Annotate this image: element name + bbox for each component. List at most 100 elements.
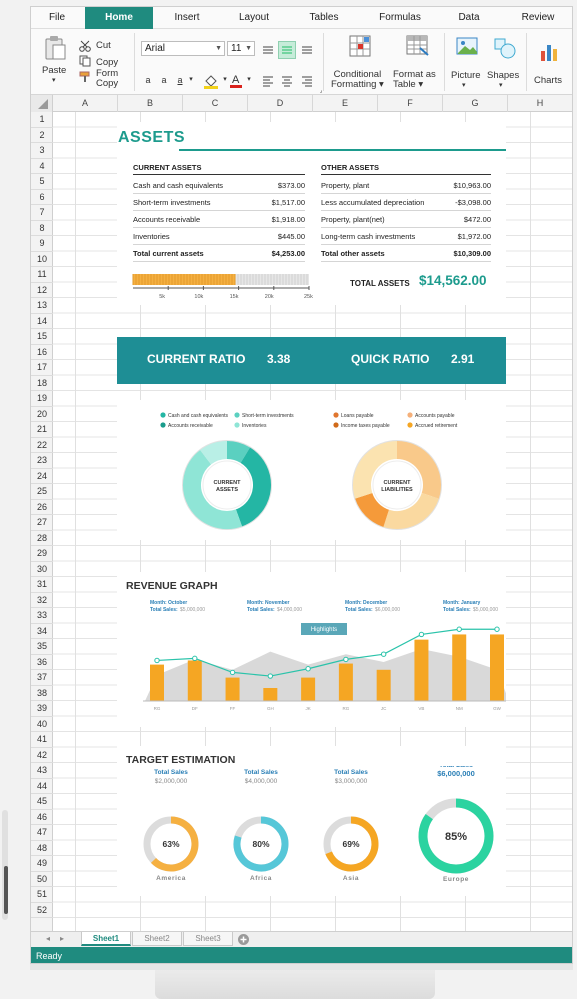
column-header-g[interactable]: G xyxy=(443,95,508,112)
align-right-icon[interactable] xyxy=(300,74,314,93)
row-header[interactable]: 12 xyxy=(31,283,53,298)
align-center-icon[interactable] xyxy=(280,74,294,93)
row-header[interactable]: 14 xyxy=(31,314,53,329)
row-header[interactable]: 47 xyxy=(31,825,53,841)
format-copy-button[interactable]: Form Copy xyxy=(96,69,118,89)
column-header-c[interactable]: C xyxy=(183,95,248,112)
row-header[interactable]: 41 xyxy=(31,732,53,748)
chevron-down-icon[interactable]: ▾ xyxy=(223,76,227,83)
row-header[interactable]: 37 xyxy=(31,670,53,686)
row-header[interactable]: 13 xyxy=(31,298,53,314)
row-header[interactable]: 9 xyxy=(31,236,53,252)
row-header[interactable]: 36 xyxy=(31,655,53,670)
conditional-formatting-button[interactable]: Conditional Formatting ▾ xyxy=(331,69,384,90)
row-header[interactable]: 27 xyxy=(31,515,53,531)
charts-icon[interactable] xyxy=(539,41,561,68)
row-header[interactable]: 49 xyxy=(31,856,53,872)
row-header[interactable]: 43 xyxy=(31,763,53,779)
format-as-table-button[interactable]: Format as Table ▾ xyxy=(393,69,436,90)
table-row[interactable]: Inventories $445.00 xyxy=(133,228,305,245)
tab-tables[interactable]: Tables xyxy=(309,12,339,23)
paste-button[interactable]: Paste xyxy=(42,65,67,76)
font-size-select[interactable]: 11 ▼ xyxy=(227,41,255,56)
format-painter-icon[interactable] xyxy=(79,70,91,88)
row-header[interactable]: 51 xyxy=(31,887,53,903)
copy-button[interactable]: Copy xyxy=(96,57,119,68)
align-left-icon[interactable] xyxy=(261,74,275,93)
sheet-tab-3[interactable]: Sheet3 xyxy=(183,932,233,946)
row-header[interactable]: 46 xyxy=(31,810,53,825)
row-header[interactable]: 5 xyxy=(31,174,53,190)
paste-dropdown-icon[interactable]: ▾ xyxy=(52,77,56,84)
cut-button[interactable]: Cut xyxy=(96,40,111,51)
row-header[interactable]: 16 xyxy=(31,345,53,360)
row-header[interactable]: 24 xyxy=(31,469,53,484)
row-header[interactable]: 42 xyxy=(31,748,53,763)
format-as-table-icon[interactable] xyxy=(406,35,430,62)
total-row[interactable]: Total current assets $4,253.00 xyxy=(133,245,305,262)
row-header[interactable]: 4 xyxy=(31,159,53,174)
row-header[interactable]: 39 xyxy=(31,701,53,717)
row-header[interactable]: 35 xyxy=(31,639,53,655)
row-header[interactable]: 15 xyxy=(31,329,53,345)
row-header[interactable]: 40 xyxy=(31,717,53,732)
row-header[interactable]: 50 xyxy=(31,872,53,887)
copy-icon[interactable] xyxy=(79,54,91,72)
row-header[interactable]: 3 xyxy=(31,143,53,159)
decrease-font-icon[interactable]: a xyxy=(161,75,167,85)
tab-data[interactable]: Data xyxy=(458,12,480,23)
total-row[interactable]: Total other assets $10,309.00 xyxy=(321,245,491,262)
align-middle-icon[interactable] xyxy=(278,41,296,59)
row-header[interactable]: 17 xyxy=(31,360,53,376)
row-header[interactable]: 30 xyxy=(31,562,53,577)
row-header[interactable]: 20 xyxy=(31,407,53,422)
chevron-down-icon[interactable]: ▾ xyxy=(189,76,193,83)
table-row[interactable]: Short-term investments $1,517.00 xyxy=(133,194,305,211)
column-header-f[interactable]: F xyxy=(378,95,443,112)
shapes-icon[interactable] xyxy=(493,37,517,64)
chevron-down-icon[interactable]: ▾ xyxy=(462,82,466,89)
tab-review[interactable]: Review xyxy=(521,12,555,23)
row-header[interactable]: 32 xyxy=(31,593,53,608)
tab-layout[interactable]: Layout xyxy=(238,12,270,23)
increase-font-icon[interactable]: a xyxy=(145,75,151,85)
row-header[interactable]: 10 xyxy=(31,252,53,267)
column-header-h[interactable]: H xyxy=(508,95,572,112)
table-row[interactable]: Property, plant(net) $472.00 xyxy=(321,211,491,228)
row-header[interactable]: 45 xyxy=(31,794,53,810)
chevron-down-icon[interactable]: ▾ xyxy=(499,82,503,89)
paste-icon[interactable] xyxy=(44,35,66,66)
row-header[interactable]: 23 xyxy=(31,453,53,469)
scroll-left-icon[interactable]: ◂ xyxy=(45,934,50,943)
align-top-icon[interactable] xyxy=(261,43,275,57)
row-header[interactable]: 29 xyxy=(31,546,53,562)
table-row[interactable]: Less accumulated depreciation -$3,098.00 xyxy=(321,194,491,211)
tab-formulas[interactable]: Formulas xyxy=(379,12,421,23)
row-header[interactable]: 25 xyxy=(31,484,53,500)
fill-color-icon[interactable] xyxy=(203,73,219,94)
font-name-select[interactable]: Arial ▼ xyxy=(141,41,225,56)
tab-home[interactable]: Home xyxy=(85,7,153,29)
scissors-icon[interactable] xyxy=(79,39,91,57)
add-sheet-icon[interactable] xyxy=(237,933,250,951)
table-row[interactable]: Accounts receivable $1,918.00 xyxy=(133,211,305,228)
chevron-down-icon[interactable]: ▾ xyxy=(247,76,251,83)
select-all-corner[interactable] xyxy=(31,95,53,112)
scroll-right-icon[interactable]: ▸ xyxy=(59,934,64,943)
row-header[interactable]: 44 xyxy=(31,779,53,794)
column-header-d[interactable]: D xyxy=(248,95,313,112)
row-header[interactable]: 48 xyxy=(31,841,53,856)
row-header[interactable]: 18 xyxy=(31,376,53,391)
monitor-side-button[interactable] xyxy=(4,866,8,914)
row-header[interactable]: 6 xyxy=(31,190,53,205)
tab-insert[interactable]: Insert xyxy=(174,12,200,23)
row-header[interactable]: 28 xyxy=(31,531,53,546)
table-row[interactable]: Property, plant $10,963.00 xyxy=(321,177,491,194)
picture-button[interactable]: Picture xyxy=(451,70,481,81)
table-row[interactable]: Long-term cash investments $1,972.00 xyxy=(321,228,491,245)
picture-icon[interactable] xyxy=(456,37,478,62)
column-header-b[interactable]: B xyxy=(118,95,183,112)
row-header[interactable]: 52 xyxy=(31,903,53,918)
alignment-expand-icon[interactable]: ⌟ xyxy=(319,88,323,94)
column-header-e[interactable]: E xyxy=(313,95,378,112)
